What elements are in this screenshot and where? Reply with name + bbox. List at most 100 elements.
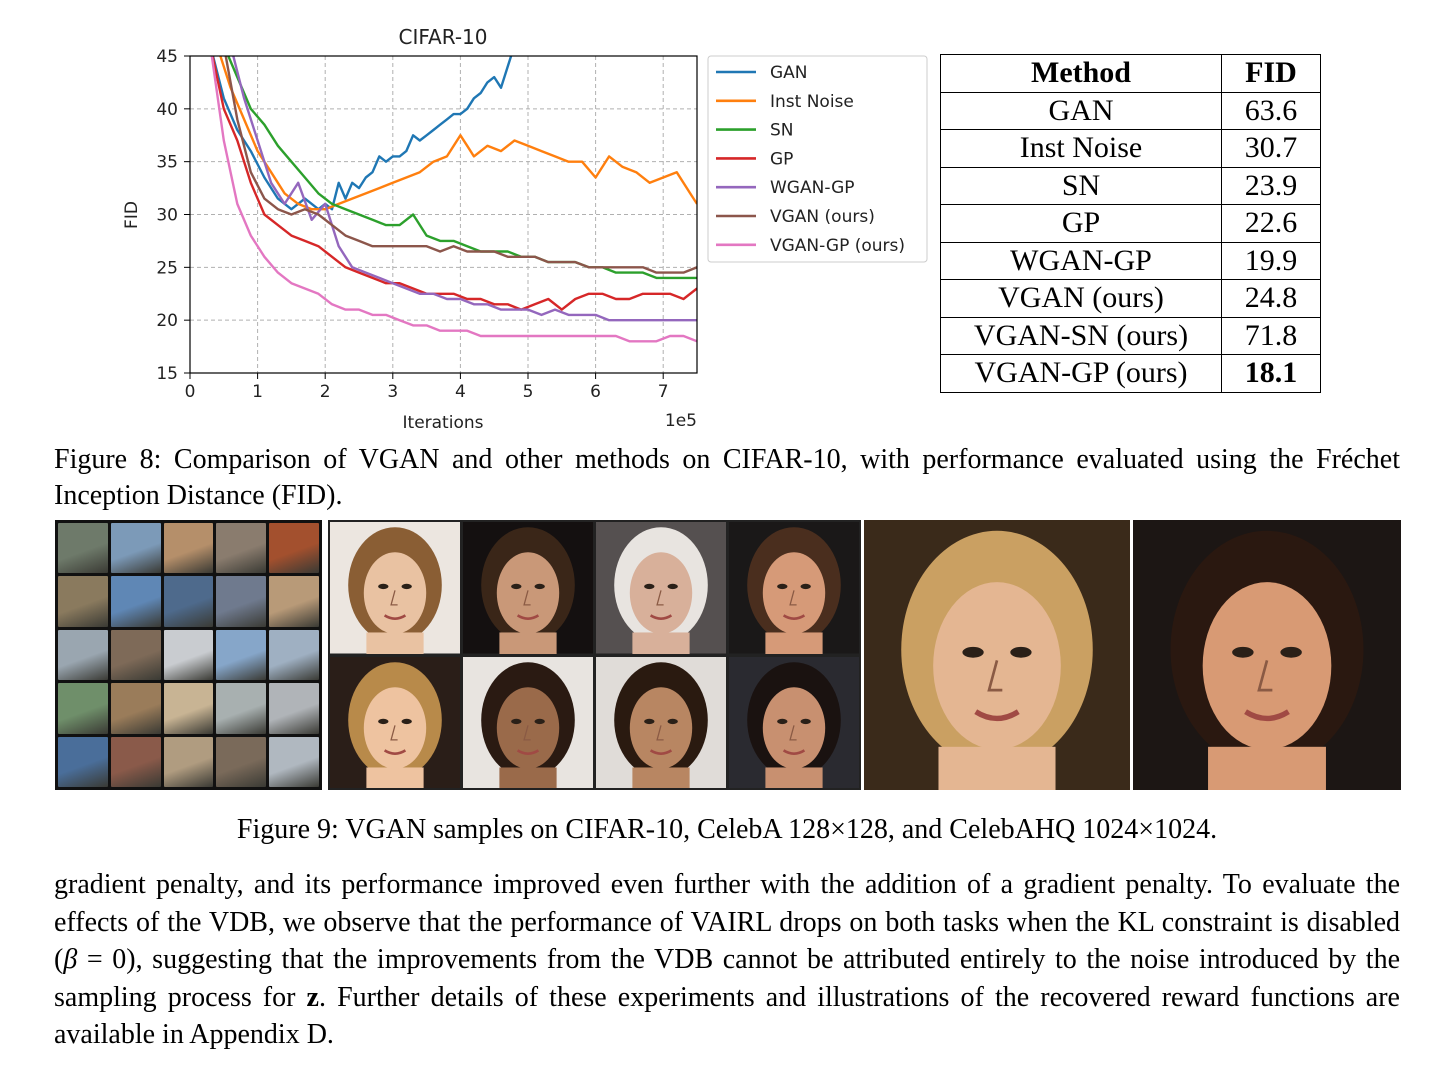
y-tick-label: 35	[156, 153, 178, 173]
body-text-part: . Further details of these experiments a…	[54, 981, 1400, 1051]
cifar-sample-image	[216, 736, 267, 787]
method-cell: WGAN-GP	[940, 241, 1222, 280]
legend-label: Inst Noise	[770, 92, 854, 112]
fid-cell: 30.7	[1221, 129, 1321, 168]
cifar-sample-image	[58, 736, 108, 787]
fid-cell: 24.8	[1221, 279, 1321, 318]
table-row: GAN 63.6	[940, 91, 1321, 130]
y-tick-label: 40	[156, 100, 178, 120]
celeba-sample-image	[330, 522, 460, 654]
table-row: VGAN-SN (ours) 71.8	[940, 316, 1321, 355]
table-row: SN 23.9	[940, 166, 1321, 205]
cifar-sample-image	[163, 629, 214, 681]
cifar-sample-image	[110, 629, 161, 681]
cifar-sample-image	[163, 683, 214, 734]
cifar-sample-image	[110, 576, 161, 627]
face-image	[1133, 520, 1401, 790]
fid-cell: 19.9	[1221, 241, 1321, 280]
celeba-sample-image	[729, 522, 859, 654]
series-line-vgan-ours-	[224, 56, 697, 274]
fid-cell-best: 18.1	[1221, 354, 1321, 393]
cifar-sample-image	[216, 629, 267, 681]
equation-text: = 0	[77, 944, 127, 975]
celeba-sample-image	[596, 656, 726, 788]
face-image	[463, 656, 593, 788]
fid-cell: 22.6	[1221, 204, 1321, 243]
header-fid: FID	[1221, 54, 1321, 93]
table-row: Inst Noise 30.7	[940, 129, 1321, 168]
face-image	[330, 522, 460, 654]
x-tick-label: 3	[387, 382, 398, 402]
cifar-sample-image	[163, 736, 214, 787]
face-image	[596, 522, 726, 654]
y-tick-label: 25	[156, 258, 178, 278]
method-cell: VGAN (ours)	[940, 279, 1222, 318]
body-text-part: ), suggesting that the improvements from…	[54, 944, 1400, 1013]
y-tick-label: 30	[156, 206, 178, 226]
legend-label: GAN	[770, 63, 808, 83]
table-row: GP 22.6	[940, 204, 1321, 243]
body-paragraph: gradient penalty, and its performance im…	[54, 866, 1400, 1054]
legend-label: WGAN-GP	[770, 178, 855, 198]
cifar-sample-image	[58, 523, 108, 574]
z-symbol: z	[306, 981, 319, 1013]
celeba-sample-image	[463, 522, 593, 654]
cifar-sample-image	[110, 523, 161, 574]
face-image	[330, 656, 460, 788]
x-tick-label: 5	[523, 382, 534, 402]
cifar-sample-image	[163, 523, 214, 574]
cifar-sample-image	[58, 683, 108, 734]
x-tick-label: 0	[185, 382, 196, 402]
celebahq-sample-female	[864, 520, 1130, 790]
cifar-sample-image	[216, 576, 267, 627]
x-tick-label: 7	[658, 382, 669, 402]
body-text-part: gradient penalty, and its performance im…	[54, 869, 1400, 975]
face-image	[596, 656, 726, 788]
method-cell: GAN	[940, 91, 1222, 130]
legend-label: SN	[770, 121, 794, 141]
series-line-gan	[211, 56, 513, 211]
chart-legend: GAN Inst Noise SN GP WGAN-GP VGAN (ours) VGAN-…	[707, 55, 928, 263]
y-tick-label: 20	[156, 311, 178, 331]
celeba-sample-image	[596, 522, 726, 654]
cifar-sample-image	[58, 576, 108, 627]
face-image	[463, 522, 593, 654]
face-image	[864, 520, 1130, 790]
cifar10-sample-grid	[55, 520, 322, 790]
legend-label: VGAN-GP (ours)	[770, 236, 905, 256]
cifar-sample-image	[269, 683, 319, 734]
method-cell: Inst Noise	[940, 129, 1222, 168]
y-axis-label: FID	[122, 201, 142, 229]
legend-box	[707, 55, 928, 263]
x-axis-offset-label: 1e5	[665, 411, 697, 431]
x-tick-label: 1	[252, 382, 263, 402]
cifar-sample-image	[269, 629, 319, 681]
cifar-sample-image	[110, 736, 161, 787]
celeba-sample-image	[463, 656, 593, 788]
y-tick-label: 15	[156, 364, 178, 384]
chart-title: CIFAR-10	[399, 25, 488, 49]
x-tick-label: 2	[320, 382, 331, 402]
face-image	[729, 656, 859, 788]
cifar-sample-image	[58, 629, 108, 681]
celebahq-sample-male	[1133, 520, 1401, 790]
series-line-wgan-gp	[232, 56, 697, 322]
figure-9-caption: Figure 9: VGAN samples on CIFAR-10, Cele…	[236, 814, 1218, 845]
legend-label: VGAN (ours)	[770, 207, 875, 227]
cifar-sample-image	[216, 683, 267, 734]
table-row: WGAN-GP 19.9	[940, 241, 1321, 280]
x-tick-label: 4	[455, 382, 466, 402]
face-image	[729, 522, 859, 654]
method-cell: VGAN-SN (ours)	[940, 316, 1222, 355]
celeba-sample-image	[330, 656, 460, 788]
chart-series-lines	[210, 56, 697, 343]
series-line-sn	[227, 56, 697, 280]
method-cell: GP	[940, 204, 1222, 243]
series-line-inst-noise	[219, 56, 697, 211]
cifar-sample-image	[269, 736, 319, 787]
method-cell: VGAN-GP (ours)	[940, 354, 1222, 393]
cifar-sample-image	[269, 576, 319, 627]
celeba-sample-grid	[328, 520, 861, 790]
header-method: Method	[940, 54, 1222, 93]
cifar-sample-image	[163, 576, 214, 627]
